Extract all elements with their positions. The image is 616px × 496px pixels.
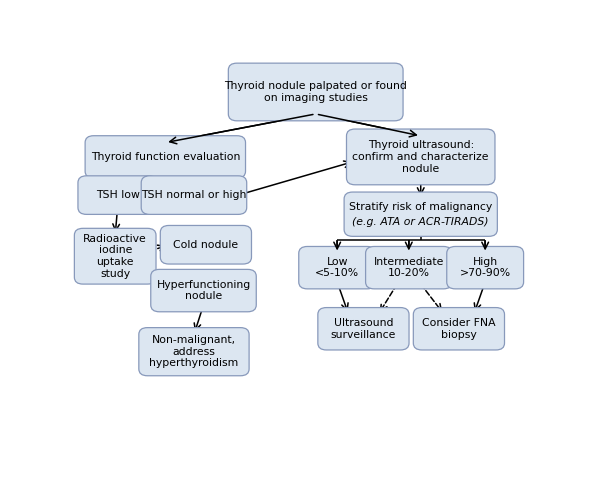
Text: Radioactive
iodine
uptake
study: Radioactive iodine uptake study (83, 234, 147, 279)
Text: Thyroid ultrasound:
confirm and characterize
nodule: Thyroid ultrasound: confirm and characte… (352, 140, 489, 174)
FancyBboxPatch shape (160, 226, 251, 264)
FancyBboxPatch shape (85, 136, 246, 178)
FancyBboxPatch shape (344, 192, 497, 237)
FancyBboxPatch shape (75, 228, 156, 284)
Text: Consider FNA
biopsy: Consider FNA biopsy (422, 318, 496, 340)
Text: Hyperfunctioning
nodule: Hyperfunctioning nodule (156, 280, 251, 302)
FancyBboxPatch shape (229, 63, 403, 121)
Text: Stratify risk of malignancy: Stratify risk of malignancy (349, 201, 492, 212)
FancyBboxPatch shape (318, 308, 409, 350)
Text: Ultrasound
surveillance: Ultrasound surveillance (331, 318, 396, 340)
FancyBboxPatch shape (78, 176, 157, 214)
Text: Intermediate
10-20%: Intermediate 10-20% (374, 257, 444, 278)
FancyBboxPatch shape (139, 328, 249, 376)
FancyBboxPatch shape (413, 308, 505, 350)
Text: (e.g. ATA or ACR-TIRADS): (e.g. ATA or ACR-TIRADS) (352, 217, 489, 227)
Text: Thyroid function evaluation: Thyroid function evaluation (91, 152, 240, 162)
FancyBboxPatch shape (299, 247, 376, 289)
FancyBboxPatch shape (447, 247, 524, 289)
Text: TSH low: TSH low (95, 190, 139, 200)
FancyBboxPatch shape (141, 176, 247, 214)
Text: TSH normal or high: TSH normal or high (141, 190, 246, 200)
FancyBboxPatch shape (151, 269, 256, 312)
Text: Non-malignant,
address
hyperthyroidism: Non-malignant, address hyperthyroidism (149, 335, 238, 369)
Text: Low
<5-10%: Low <5-10% (315, 257, 359, 278)
Text: High
>70-90%: High >70-90% (460, 257, 511, 278)
FancyBboxPatch shape (346, 129, 495, 185)
Text: Cold nodule: Cold nodule (173, 240, 238, 250)
FancyBboxPatch shape (365, 247, 452, 289)
Text: Thyroid nodule palpated or found
on imaging studies: Thyroid nodule palpated or found on imag… (224, 81, 407, 103)
